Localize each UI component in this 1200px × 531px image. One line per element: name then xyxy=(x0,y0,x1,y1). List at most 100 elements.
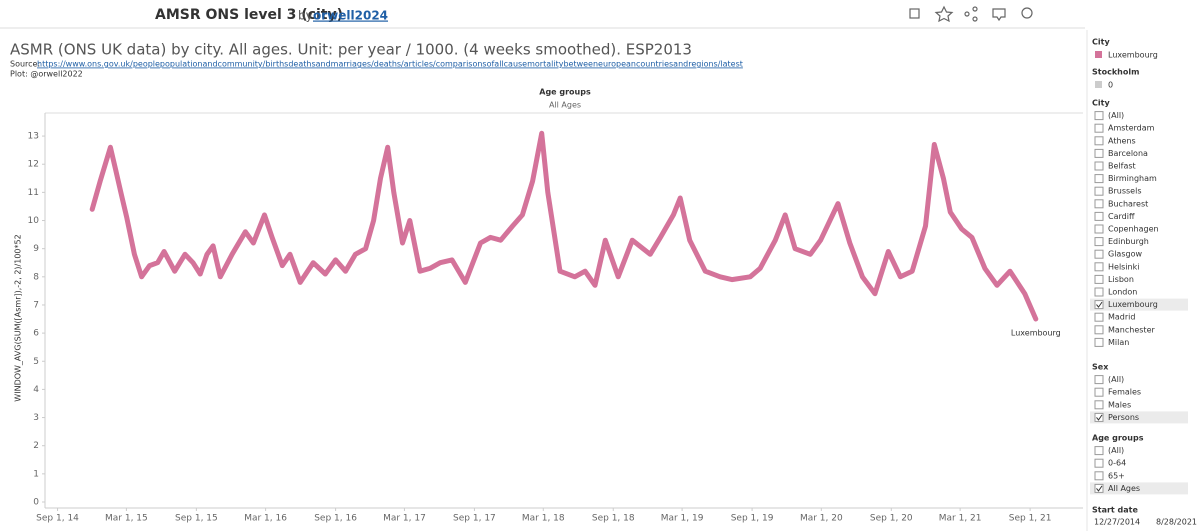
checkbox[interactable] xyxy=(1094,387,1104,397)
checkbox[interactable] xyxy=(1094,262,1104,272)
filter-option[interactable]: Helsinki xyxy=(1108,262,1139,271)
checkbox[interactable] xyxy=(1094,471,1104,481)
checkbox[interactable] xyxy=(1094,211,1104,221)
filter-title: Sex xyxy=(1092,363,1109,372)
checkbox[interactable] xyxy=(1094,300,1104,310)
checkbox[interactable] xyxy=(1094,274,1104,284)
filter-option[interactable]: Luxembourg xyxy=(1108,300,1158,309)
chart-title: ASMR (ONS UK data) by city. All ages. Un… xyxy=(10,41,692,59)
checkbox[interactable] xyxy=(1094,483,1104,493)
x-tick-label: Mar 1, 17 xyxy=(383,514,426,524)
filter-option[interactable]: (All) xyxy=(1108,446,1124,455)
filter-option[interactable]: Cardiff xyxy=(1108,212,1135,221)
x-tick-label: Mar 1, 19 xyxy=(661,514,704,524)
checkbox[interactable] xyxy=(1094,446,1104,456)
filter-option[interactable]: Athens xyxy=(1108,136,1136,145)
filter-option[interactable]: All Ages xyxy=(1108,484,1140,493)
filter-option[interactable]: Amsterdam xyxy=(1108,124,1155,133)
source-link[interactable]: https://www.ons.gov.uk/peoplepopulationa… xyxy=(37,60,743,69)
x-tick-label: Sep 1, 14 xyxy=(36,514,79,524)
line-end-label: Luxembourg xyxy=(1011,329,1061,338)
check-mark xyxy=(1096,301,1103,308)
checkbox[interactable] xyxy=(1094,337,1104,347)
stockholm-swatch xyxy=(1095,81,1102,88)
check-mark xyxy=(1096,485,1103,492)
checkbox[interactable] xyxy=(1094,161,1104,171)
filter-option[interactable]: Barcelona xyxy=(1108,149,1148,158)
filter-option[interactable]: Females xyxy=(1108,388,1141,397)
filter-option[interactable]: Glasgow xyxy=(1108,250,1142,259)
legend-label[interactable]: Luxembourg xyxy=(1108,51,1158,60)
x-tick-label: Sep 1, 15 xyxy=(175,514,218,524)
plot-credit: Plot: @orwell2022 xyxy=(10,70,83,79)
checkbox[interactable] xyxy=(1094,224,1104,234)
filter-option[interactable]: (All) xyxy=(1108,111,1124,120)
filter-option[interactable]: Persons xyxy=(1108,413,1139,422)
checkbox[interactable] xyxy=(1094,174,1104,184)
start-date-from: 12/27/2014 xyxy=(1094,518,1140,527)
favorite-icon[interactable] xyxy=(934,5,954,23)
filter-option[interactable]: Brussels xyxy=(1108,187,1142,196)
y-tick-label: 8 xyxy=(33,272,39,282)
x-tick-label: Mar 1, 21 xyxy=(939,514,982,524)
checkbox[interactable] xyxy=(1094,237,1104,247)
filter-option[interactable]: Bucharest xyxy=(1108,199,1148,208)
checkbox[interactable] xyxy=(1094,412,1104,422)
checkbox[interactable] xyxy=(1094,375,1104,385)
legend-swatch[interactable] xyxy=(1095,51,1102,58)
x-tick-label: Sep 1, 20 xyxy=(870,514,913,524)
selected-row xyxy=(1090,411,1188,424)
comment-icon[interactable] xyxy=(992,8,1006,22)
filter-option[interactable]: Lisbon xyxy=(1108,275,1134,284)
profile-icon[interactable] xyxy=(1021,7,1033,19)
filter-option[interactable]: London xyxy=(1108,288,1137,297)
checkbox[interactable] xyxy=(1094,287,1104,297)
filter-title: Age groups xyxy=(1092,434,1144,443)
checkbox[interactable] xyxy=(1094,312,1104,322)
x-tick-label: Sep 1, 17 xyxy=(453,514,496,524)
filter-option[interactable]: Manchester xyxy=(1108,325,1155,334)
checkbox[interactable] xyxy=(1094,325,1104,335)
x-tick-label: Mar 1, 18 xyxy=(522,514,565,524)
filter-option[interactable]: Males xyxy=(1108,400,1131,409)
x-tick-label: Sep 1, 21 xyxy=(1009,514,1052,524)
x-tick-label: Mar 1, 20 xyxy=(800,514,843,524)
filter-option[interactable]: Milan xyxy=(1108,338,1129,347)
filter-title: City xyxy=(1092,99,1110,108)
x-tick-label: Sep 1, 16 xyxy=(314,514,357,524)
checkbox[interactable] xyxy=(1094,199,1104,209)
filter-option[interactable]: 65+ xyxy=(1108,471,1125,480)
checkbox[interactable] xyxy=(1094,123,1104,133)
checkbox[interactable] xyxy=(1094,136,1104,146)
y-tick-label: 6 xyxy=(33,329,39,339)
filter-option[interactable]: Copenhagen xyxy=(1108,225,1159,234)
filter-option[interactable]: Edinburgh xyxy=(1108,237,1149,246)
y-tick-label: 11 xyxy=(28,188,39,198)
copy-icon[interactable] xyxy=(909,8,920,19)
filter-option[interactable]: 0-64 xyxy=(1108,459,1126,468)
checkbox[interactable] xyxy=(1094,458,1104,468)
facet-title: Age groups xyxy=(539,88,591,97)
start-date-title: Start date xyxy=(1092,506,1138,515)
y-tick-label: 13 xyxy=(28,132,39,142)
share-icon[interactable] xyxy=(964,6,978,22)
checkbox[interactable] xyxy=(1094,111,1104,121)
stockholm-title: Stockholm xyxy=(1092,68,1139,77)
checkbox[interactable] xyxy=(1094,400,1104,410)
series-line xyxy=(89,130,1039,322)
toolbar xyxy=(909,5,1033,23)
stockholm-value: 0 xyxy=(1108,81,1113,90)
y-tick-label: 0 xyxy=(33,498,39,508)
workbook-title: AMSR ONS level 3 (city) xyxy=(155,7,343,23)
y-tick-label: 12 xyxy=(28,160,39,170)
checkbox[interactable] xyxy=(1094,148,1104,158)
author-link[interactable]: orwell2024 xyxy=(313,9,388,23)
filter-option[interactable]: Belfast xyxy=(1108,162,1136,171)
checkbox[interactable] xyxy=(1094,186,1104,196)
checkbox[interactable] xyxy=(1094,249,1104,259)
filter-option[interactable]: (All) xyxy=(1108,375,1124,384)
filter-option[interactable]: Madrid xyxy=(1108,313,1135,322)
x-tick-label: Mar 1, 15 xyxy=(105,514,148,524)
filter-option[interactable]: Birmingham xyxy=(1108,174,1157,183)
